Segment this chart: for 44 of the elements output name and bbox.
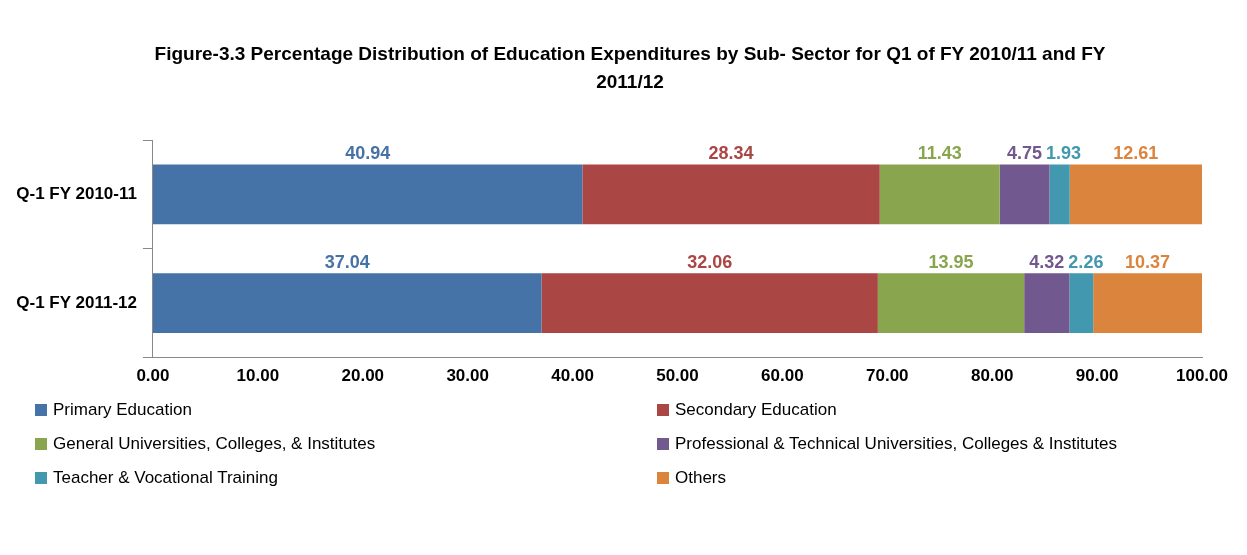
bar — [152, 273, 542, 334]
data-label: 37.04 — [324, 252, 370, 273]
x-tick-label: 80.00 — [970, 366, 1014, 386]
x-tick-label: 60.00 — [761, 366, 804, 386]
data-label: 32.06 — [687, 252, 733, 273]
data-label: 13.95 — [928, 252, 974, 273]
x-tick-label: 50.00 — [656, 366, 699, 386]
legend-label: Professional & Technical Universities, Colleges & Institutes — [675, 434, 1117, 454]
data-label: 4.32 — [1029, 252, 1065, 273]
legend-label: Primary Education — [53, 400, 192, 420]
bar — [1024, 273, 1070, 334]
bar — [999, 164, 1050, 225]
bar — [541, 273, 878, 334]
data-label: 12.61 — [1113, 143, 1159, 164]
legend-label: General Universities, Colleges, & Institutes — [53, 434, 376, 454]
legend-label: Teacher & Vocational Training — [53, 468, 278, 488]
x-tick-label: 30.00 — [446, 366, 489, 386]
data-label: 2.26 — [1068, 252, 1104, 273]
bar — [1069, 164, 1202, 225]
x-tick-label: 40.00 — [551, 366, 594, 386]
bar — [1093, 273, 1202, 334]
data-label: 10.37 — [1125, 252, 1171, 273]
bar — [1049, 164, 1070, 225]
data-label: 4.75 — [1007, 143, 1043, 164]
x-tick-label: 0.00 — [136, 366, 170, 386]
x-tick-label: 100.00 — [1176, 366, 1228, 386]
x-tick-label: 70.00 — [866, 366, 909, 386]
x-tick-label: 10.00 — [236, 366, 280, 386]
legend-label: Secondary Education — [675, 400, 837, 420]
data-label: 40.94 — [345, 143, 391, 164]
bar — [879, 164, 1000, 225]
bar — [152, 164, 583, 225]
data-label: 1.93 — [1046, 143, 1082, 164]
data-label: 11.43 — [917, 143, 962, 164]
y-tick-label: Q-1 FY 2011-12 — [16, 292, 137, 312]
x-tick-label: 90.00 — [1075, 366, 1119, 386]
legend-label: Others — [675, 468, 727, 488]
x-tick-label: 20.00 — [341, 366, 385, 386]
bar — [1069, 273, 1094, 334]
bar — [582, 164, 880, 225]
data-label: 28.34 — [708, 143, 754, 164]
chart-title: Figure-3.3 Percentage Distribution of Education Expenditures by Sub- Sector for Q1 of FY 2010/11 and FY 2011/12 — [153, 42, 1107, 94]
y-tick-label: Q-1 FY 2010-11 — [16, 184, 137, 204]
bar — [877, 273, 1025, 334]
